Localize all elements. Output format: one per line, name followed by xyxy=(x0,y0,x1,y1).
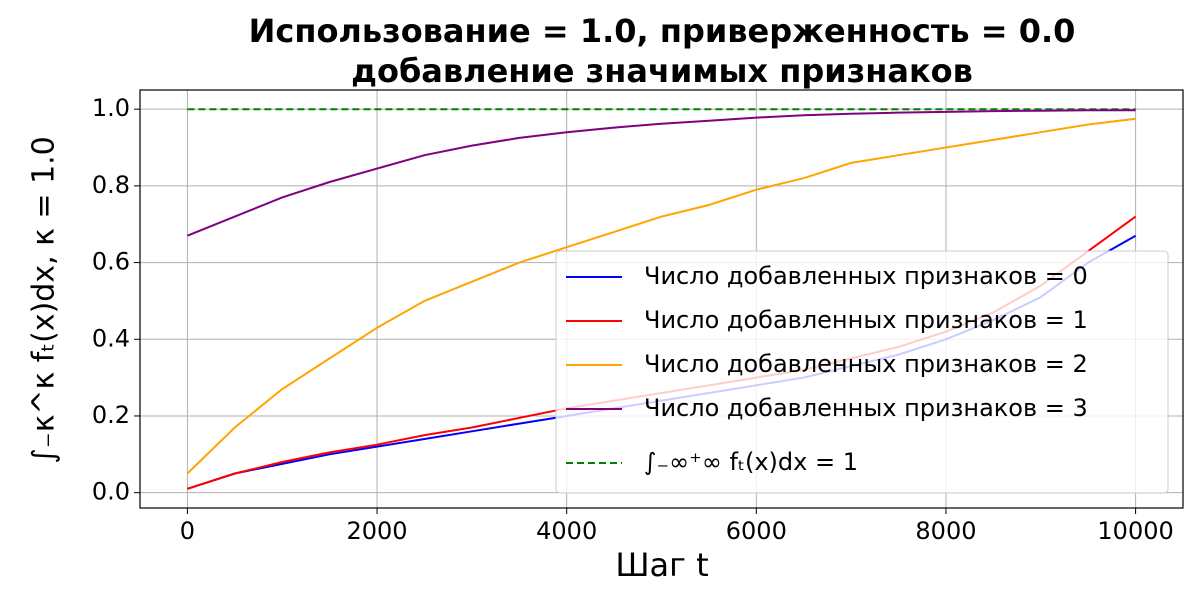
x-tick-label: 6000 xyxy=(726,517,787,545)
y-tick-label: 1.0 xyxy=(92,94,130,122)
chart-title: Использование = 1.0, приверженность = 0.… xyxy=(249,12,1076,50)
y-tick-label: 0.6 xyxy=(92,248,130,276)
x-tick-label: 0 xyxy=(180,517,195,545)
y-tick-label: 0.2 xyxy=(92,401,130,429)
plot-frame xyxy=(139,89,1184,509)
x-tick-label: 10000 xyxy=(1097,517,1173,545)
x-tick-label: 8000 xyxy=(915,517,976,545)
series-line xyxy=(186,117,1136,475)
legend-label: Число добавленных признаков = 2 xyxy=(644,350,1088,378)
legend-label: Число добавленных признаков = 0 xyxy=(644,262,1088,290)
legend-label: Число добавленных признаков = 1 xyxy=(644,306,1088,334)
y-tick-label: 0.8 xyxy=(92,171,130,199)
legend: Число добавленных признаков = 0 Число доб… xyxy=(555,250,1169,494)
x-axis-label: Шаг t xyxy=(615,546,708,584)
y-tick-label: 0.0 xyxy=(92,478,130,506)
legend-box xyxy=(555,250,1169,494)
series-line xyxy=(187,109,1136,237)
legend-label: Число добавленных признаков = 3 xyxy=(644,394,1088,422)
chart-title: добавление значимых признаков xyxy=(351,52,973,90)
x-tick-label: 4000 xyxy=(536,517,597,545)
legend-label: ∫₋∞⁺∞ fₜ(x)dx = 1 xyxy=(644,448,858,476)
y-tick-label: 0.4 xyxy=(92,324,130,352)
x-tick-label: 2000 xyxy=(347,517,408,545)
y-axis-label: ∫₋κ^κ fₜ(x)dx, κ = 1.0 xyxy=(27,136,62,464)
